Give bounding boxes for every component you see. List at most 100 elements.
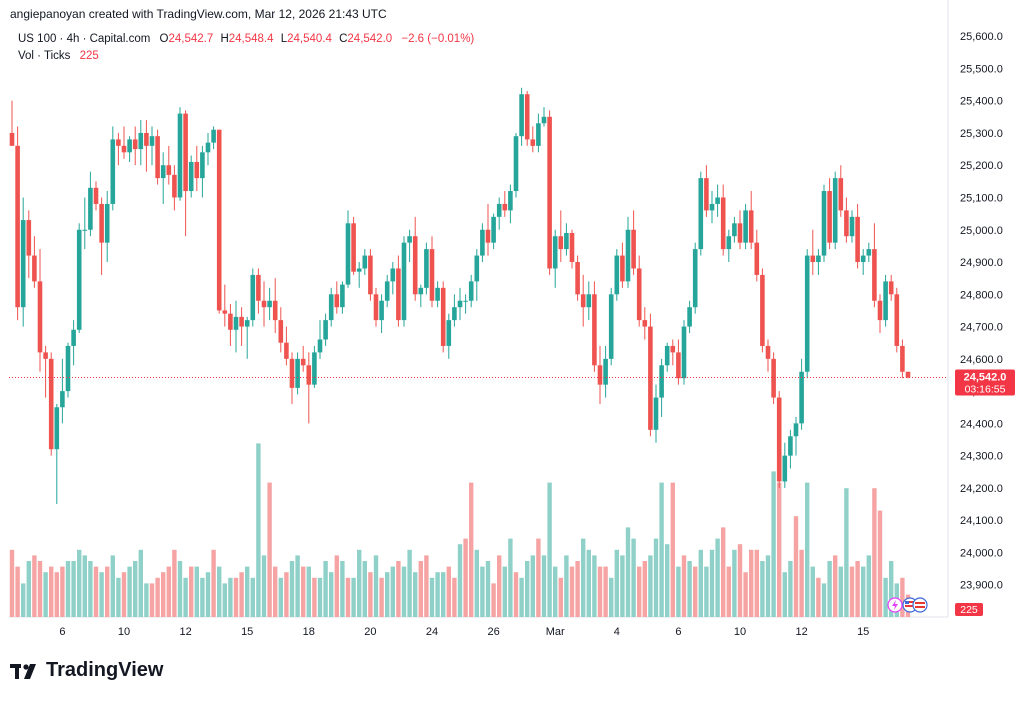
volume-bar [631,538,636,617]
volume-bar [340,561,345,617]
candle-body [177,113,183,198]
candle [328,287,334,327]
tradingview-logo[interactable]: TradingView [10,659,163,682]
y-tick-label: 24,400.0 [960,418,1003,430]
volume-bar [295,555,300,617]
candle [883,274,888,327]
candle-body [20,220,26,308]
candle [513,132,519,198]
volume-label[interactable]: Vol · Ticks [18,50,71,62]
volume-bar [177,561,183,617]
volume-bar [228,577,233,617]
candle [429,236,435,308]
candle-body [211,129,216,143]
candle-body [754,242,760,275]
volume-bar [541,555,547,617]
high-label: H [220,33,229,45]
y-tick-label: 25,300.0 [960,128,1003,140]
volume-bar [379,577,384,617]
candle [71,320,76,366]
candle [519,87,524,146]
volume-bar [284,572,289,617]
candle-body [60,391,65,408]
candle-body [748,210,754,243]
candle-body [440,287,446,346]
candle-body [709,203,715,211]
candle [172,165,177,211]
candle [312,345,317,388]
volume-bar [760,561,765,617]
candle [244,316,250,359]
volume-bar [749,549,754,617]
volume-bar [765,555,771,617]
volume-bar [239,572,244,617]
volume-bar [93,566,99,617]
volume-bar [681,555,687,617]
candle-body [827,191,832,243]
candle-body [642,320,648,327]
candle-body [407,236,412,243]
candle-body [356,268,362,272]
candle [799,358,804,430]
volume-bar [200,577,205,617]
candle [860,249,866,275]
candle-body [564,232,569,250]
candle-body [351,223,356,272]
volume-bar [155,577,160,617]
candle [407,229,412,263]
candle-body [496,203,502,217]
volume-legend: Vol · Ticks 225 [18,50,99,62]
y-tick-label: 24,600.0 [960,354,1003,366]
candle [547,110,552,275]
candle [480,223,485,263]
candle-body [659,365,664,398]
volume-bar [866,555,871,617]
candle [121,126,127,159]
candle [894,287,900,353]
candle-body [345,223,351,285]
candle-body [401,242,407,321]
us-flag-event-icon [912,597,928,613]
volume-bar [306,566,311,617]
us-flag-stripe-icon [915,602,925,604]
volume-bar [133,561,138,617]
volume-bar [401,566,407,617]
candle-body [480,229,485,256]
volume-bar [726,566,731,617]
volume-bar [32,555,37,617]
candle [564,223,569,256]
candle [760,268,765,353]
volume-bar [872,488,877,617]
volume-bar [317,577,323,617]
candle [838,165,844,217]
candle-body [384,281,390,301]
candle-body [648,326,653,430]
x-tick-label: 15 [241,626,253,638]
candle-body [872,249,877,301]
candle-body [412,236,418,295]
volume-bar [351,577,356,617]
volume-bar [625,527,631,617]
symbol-label[interactable]: US 100 · 4h · Capital.com [18,33,151,45]
volume-bar [183,577,188,617]
volume-bar [855,561,860,617]
candle-body [687,307,692,327]
volume-bar [105,566,110,617]
volume-bar [491,583,496,617]
candle [681,320,687,385]
y-tick-label: 24,100.0 [960,515,1003,527]
volume-bar [513,572,519,617]
volume-bar [390,566,395,617]
volume-bar [37,561,43,617]
candle [233,300,239,353]
volume-bar [642,561,647,617]
candle [552,229,558,288]
candle [597,345,603,405]
candle [32,236,37,288]
x-tick-label: 18 [303,626,315,638]
candle [608,287,614,366]
candle-body [121,145,127,153]
candle [855,203,860,269]
candle-body [502,203,508,211]
